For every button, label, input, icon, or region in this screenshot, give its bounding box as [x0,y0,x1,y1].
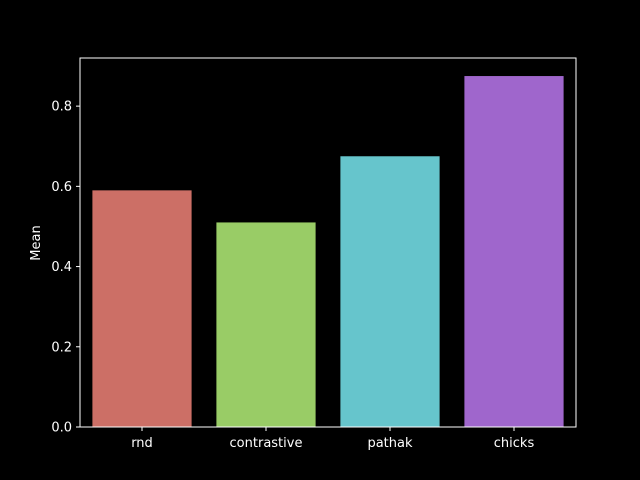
x-tick-label: rnd [131,436,153,451]
x-axis: rnd contrastive pathak chicks [131,427,534,451]
y-tick-label: 0.6 [51,180,72,195]
bars-group [92,76,564,428]
y-axis-label: Mean [29,225,44,260]
y-tick-label: 0.8 [51,100,72,115]
y-tick-label: 0.0 [51,421,72,436]
x-tick-label: contrastive [230,436,303,451]
x-tick-label: chicks [494,436,535,451]
bar-pathak [340,156,440,428]
plot-frame [79,57,577,428]
y-tick-label: 0.4 [51,260,72,275]
x-tick-label: pathak [367,436,413,451]
bar-rnd [92,190,192,427]
bar-contrastive [216,222,316,427]
y-axis: 0.0 0.2 0.4 0.6 0.8 [51,100,80,436]
y-tick-label: 0.2 [51,340,72,355]
bar-chicks [464,76,564,427]
